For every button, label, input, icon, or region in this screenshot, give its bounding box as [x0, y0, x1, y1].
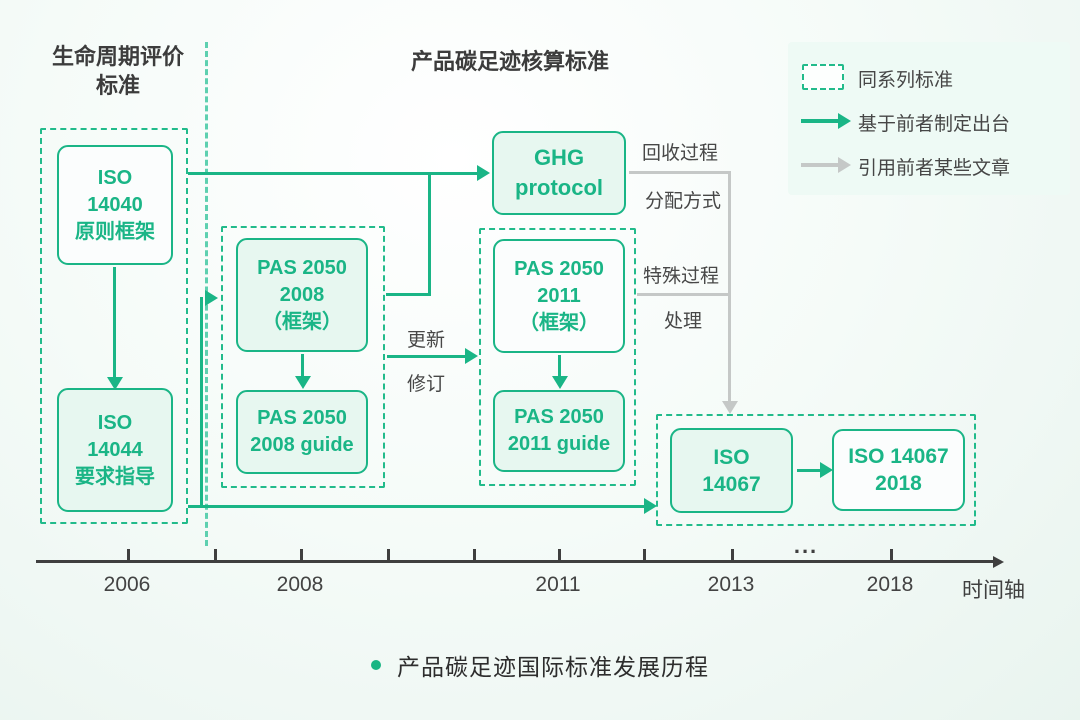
gray-edge-down-to-iso14067 — [728, 171, 731, 403]
group-box-lca-series — [40, 128, 188, 524]
gray-edge-label-allocation: 分配方式 — [644, 191, 721, 212]
timeline-arrowhead — [993, 555, 1004, 568]
group-box-pas2011-series — [479, 228, 636, 486]
timeline-axis-label: 时间轴 — [962, 579, 1025, 602]
caption-text: 产品碳足迹国际标准发展历程 — [397, 654, 709, 680]
edge-branch-up-to-pas2008-group — [200, 297, 203, 507]
gray-arrow-icon — [801, 163, 839, 167]
arrowhead-right-pas2008-group — [205, 290, 218, 306]
group-box-iso14067-series — [656, 414, 976, 526]
node-pas-2050-2008: PAS 2050 2008 （框架） — [236, 238, 368, 352]
legend-item-same-series: 同系列标准 — [788, 62, 1070, 92]
timeline-tick — [473, 549, 476, 561]
legend-label: 同系列标准 — [858, 70, 954, 91]
arrowhead-right-ghg — [477, 165, 490, 181]
legend-label: 引用前者某些文章 — [858, 158, 1011, 179]
gray-edge-label-recycle: 回收过程 — [641, 143, 718, 164]
timeline-tick — [643, 549, 646, 561]
legend-panel: 同系列标准 基于前者制定出台 引用前者某些文章 — [788, 42, 1070, 195]
node-pas-2050-2011-guide: PAS 2050 2011 guide — [493, 390, 625, 472]
node-iso-14067-2018: ISO 14067 2018 — [832, 429, 965, 511]
gray-arrowhead-down-iso14067 — [722, 401, 738, 414]
timeline-year-2008: 2008 — [276, 573, 324, 596]
timeline-tick — [300, 549, 303, 561]
node-pas-2050-2011: PAS 2050 2011 （框架） — [493, 239, 625, 353]
gray-edge-label-special: 特殊过程 — [642, 266, 719, 287]
edge-label-update: 更新 — [406, 330, 445, 351]
left-section-title: 生命周期评价 标准 — [51, 44, 184, 98]
edge-iso14067-to-2018 — [797, 469, 822, 472]
gray-arrowhead-icon — [838, 157, 851, 173]
arrowhead-down-pas2008-guide — [295, 376, 311, 389]
dashed-box-icon — [802, 64, 844, 90]
timeline-tick — [127, 549, 130, 561]
timeline-year-2013: 2013 — [707, 573, 755, 596]
arrowhead-down-iso14044 — [107, 377, 123, 390]
group-box-pas2008-series — [221, 226, 385, 488]
bullet-dot-icon — [371, 660, 381, 670]
edge-iso14044-to-iso14067 — [188, 505, 646, 508]
node-iso-14044: ISO 14044 要求指导 — [57, 388, 173, 512]
edge-iso14040-to-iso14044 — [113, 267, 116, 379]
arrowhead-right-pas2011 — [465, 348, 478, 364]
main-section-title: 产品碳足迹核算标准 — [410, 49, 609, 74]
legend-item-cites: 引用前者某些文章 — [788, 150, 1070, 180]
timeline-axis — [36, 560, 997, 563]
legend-item-based-on: 基于前者制定出台 — [788, 106, 1070, 136]
edge-label-revise: 修订 — [406, 374, 445, 395]
timeline-year-2006: 2006 — [103, 573, 151, 596]
edge-iso14040-to-ghg — [188, 172, 478, 175]
timeline-tick — [387, 549, 390, 561]
node-pas-2050-2008-guide: PAS 2050 2008 guide — [236, 390, 368, 474]
timeline-ellipsis: ... — [793, 533, 819, 558]
arrowhead-down-pas2011-guide — [552, 376, 568, 389]
edge-pas2008-to-guide — [301, 354, 304, 378]
timeline-tick — [558, 549, 561, 561]
arrowhead-right-iso14067-group — [644, 498, 657, 514]
node-iso-14067: ISO 14067 — [670, 428, 793, 513]
timeline-tick — [731, 549, 734, 561]
timeline-tick — [214, 549, 217, 561]
timeline-tick — [890, 549, 893, 561]
node-iso-14040: ISO 14040 原则框架 — [57, 145, 173, 265]
edge-branch-pas2008-horizontal — [386, 293, 430, 296]
timeline-year-2011: 2011 — [535, 573, 581, 596]
timeline-year-2018: 2018 — [866, 573, 914, 596]
gray-edge-from-ghg — [629, 171, 731, 174]
arrowhead-right-iso14067-2018 — [820, 462, 833, 478]
node-ghg-protocol: GHG protocol — [492, 131, 626, 215]
gray-edge-from-pas2011 — [637, 293, 731, 296]
figure-caption: 产品碳足迹国际标准发展历程 — [0, 648, 1080, 682]
edge-branch-pas2008-up — [428, 174, 431, 296]
edge-pas2011-to-guide — [558, 355, 561, 378]
edge-pas2008-to-pas2011 — [387, 355, 467, 358]
green-arrowhead-icon — [838, 113, 851, 129]
green-arrow-icon — [801, 119, 839, 123]
legend-label: 基于前者制定出台 — [858, 114, 1011, 135]
gray-edge-label-handling: 处理 — [663, 311, 702, 332]
